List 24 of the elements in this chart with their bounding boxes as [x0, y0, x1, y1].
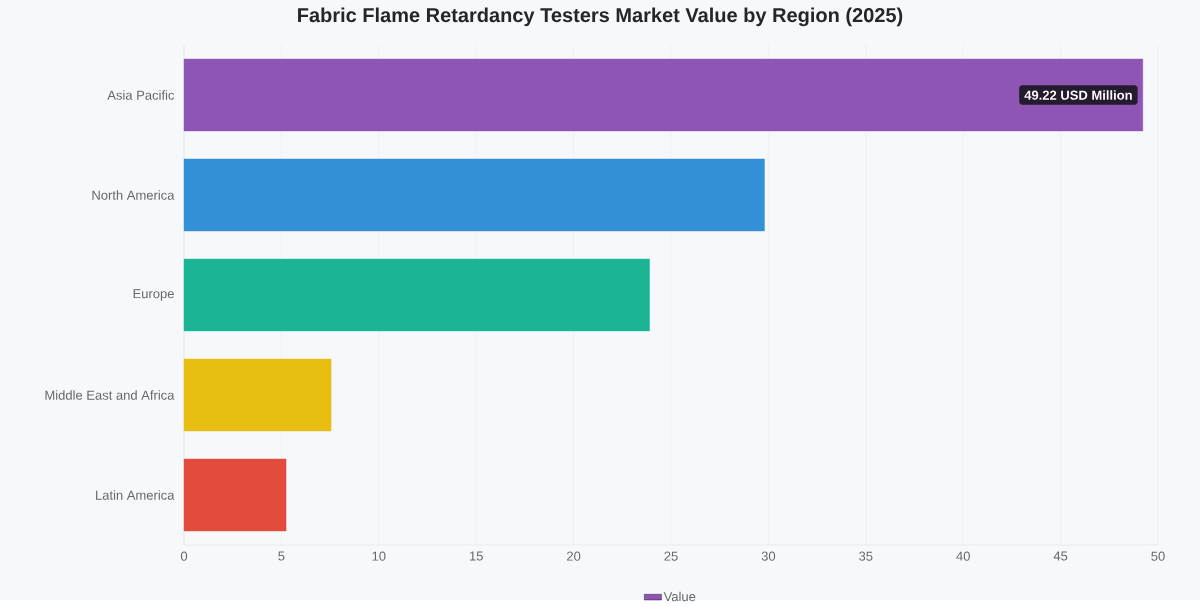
bar: [183, 58, 1143, 132]
y-tick-label: Europe: [133, 289, 174, 302]
x-tick-label: 5: [278, 551, 285, 561]
bar: [183, 458, 287, 532]
x-tick-label: 30: [761, 551, 776, 561]
x-tick-label: 35: [859, 551, 873, 561]
x-tick-label: 15: [469, 551, 483, 561]
legend-label: Value: [663, 591, 696, 602]
x-tick-label: 40: [956, 551, 970, 561]
bar: [183, 258, 650, 332]
chart-title: Fabric Flame Retardancy Testers Market Value by Region (2025): [298, 7, 903, 27]
data-label: 49.22 USD Million: [1024, 90, 1132, 100]
y-tick-label: Middle East and Africa: [45, 390, 175, 400]
x-tick-label: 25: [664, 551, 678, 561]
x-tick-label: 20: [567, 551, 581, 561]
x-tick-label: 0: [180, 551, 188, 561]
x-tick-label: 45: [1053, 551, 1068, 561]
x-tick-label: 50: [1151, 551, 1165, 561]
y-tick-label: Asia Pacific: [107, 90, 175, 100]
x-tick-label: 10: [372, 551, 386, 561]
y-tick-label: North America: [92, 190, 175, 200]
bar: [183, 158, 765, 232]
bar: [183, 358, 332, 432]
y-tick-label: Latin America: [96, 490, 175, 500]
